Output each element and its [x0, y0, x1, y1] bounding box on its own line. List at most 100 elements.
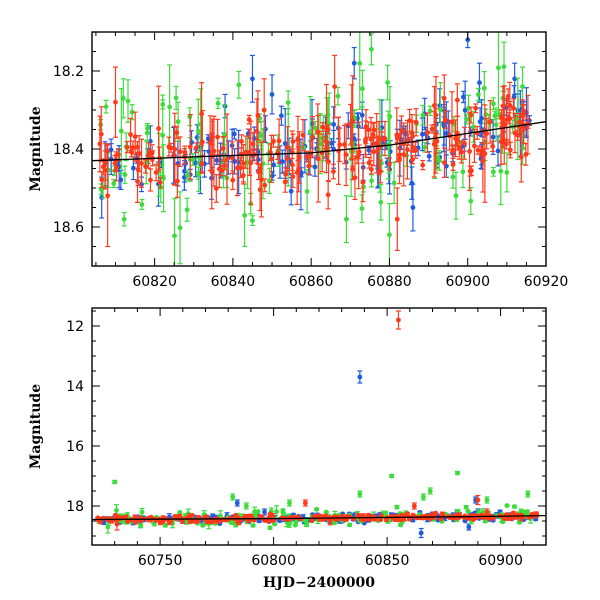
data-point — [504, 170, 510, 175]
data-point — [256, 518, 262, 524]
data-point — [520, 108, 526, 114]
data-point — [160, 102, 166, 107]
data-point — [501, 64, 507, 70]
data-point — [269, 156, 274, 162]
data-point — [437, 107, 443, 113]
data-point — [394, 216, 400, 222]
data-point — [490, 143, 496, 149]
data-point — [156, 126, 162, 131]
data-point — [410, 205, 416, 210]
data-point — [271, 138, 276, 144]
data-point — [276, 138, 282, 144]
data-point — [265, 518, 271, 524]
data-point — [332, 84, 338, 89]
data-point — [130, 165, 136, 171]
data-point — [397, 152, 402, 158]
data-point — [498, 168, 504, 174]
data-point — [399, 128, 404, 134]
data-point — [450, 174, 456, 180]
data-point — [483, 112, 489, 117]
data-point — [129, 109, 135, 115]
data-point — [242, 212, 248, 218]
data-point — [113, 99, 118, 105]
plot-area — [92, 32, 546, 266]
data-point — [409, 130, 415, 136]
y-tick-label: 18.4 — [53, 142, 84, 158]
data-point — [250, 218, 255, 224]
data-point — [187, 144, 193, 150]
data-point — [296, 155, 302, 160]
data-point — [172, 233, 177, 239]
data-point — [256, 169, 262, 175]
data-point — [396, 317, 401, 323]
y-tick-label: 16 — [66, 439, 84, 455]
data-point — [472, 143, 477, 149]
data-point — [243, 149, 249, 155]
data-point — [222, 163, 227, 169]
data-point — [511, 94, 517, 100]
data-point — [477, 80, 482, 86]
data-point — [450, 161, 456, 167]
data-point — [196, 517, 202, 523]
data-point — [296, 166, 301, 172]
data-point — [467, 149, 472, 154]
data-point — [387, 161, 392, 167]
bottom-panel: 60750 60800 60850 60900 12 14 16 18 Magnitude HJD… — [28, 307, 547, 591]
data-point — [187, 514, 193, 520]
data-point — [325, 126, 331, 132]
top-panel: 60820 60840 60860 60880 60900 60920 18.2 18.4 18… — [28, 31, 568, 290]
data-point — [473, 105, 479, 111]
data-point — [285, 145, 290, 150]
data-point — [247, 149, 252, 155]
data-point — [455, 470, 460, 476]
data-point — [258, 133, 264, 138]
data-point — [229, 155, 235, 161]
data-point — [515, 514, 521, 520]
data-point — [463, 504, 469, 510]
data-point — [436, 158, 442, 163]
data-point — [368, 46, 374, 52]
data-point — [484, 509, 490, 515]
data-point — [490, 169, 496, 175]
data-point — [139, 202, 145, 207]
data-point — [482, 151, 488, 157]
data-point — [174, 130, 180, 136]
data-point — [343, 216, 349, 222]
data-point — [310, 134, 316, 140]
x-tick-label: 60840 — [211, 274, 256, 290]
data-point — [209, 137, 215, 143]
data-point — [385, 80, 390, 85]
data-point — [281, 511, 286, 517]
data-point — [177, 513, 183, 519]
data-point — [172, 514, 178, 519]
data-point — [312, 125, 318, 131]
data-point — [413, 147, 419, 153]
data-point — [302, 500, 308, 506]
data-point — [250, 141, 256, 147]
data-point — [366, 147, 372, 153]
data-point — [138, 523, 144, 529]
y-tick-label: 18 — [66, 499, 84, 515]
data-point — [434, 138, 440, 144]
data-point — [143, 164, 148, 169]
data-point — [458, 149, 464, 155]
data-point — [371, 127, 377, 133]
x-tick-label: 60820 — [132, 274, 177, 290]
data-point — [278, 113, 284, 119]
data-point — [360, 86, 365, 92]
data-point — [320, 124, 326, 130]
data-point — [427, 108, 433, 114]
data-point — [236, 82, 242, 88]
data-point — [135, 144, 140, 150]
data-point — [323, 146, 329, 152]
y-tick-label: 12 — [66, 319, 84, 335]
data-point — [224, 156, 230, 162]
data-point — [453, 193, 459, 199]
data-point — [195, 128, 201, 134]
data-point — [220, 145, 226, 151]
data-point — [323, 509, 329, 515]
data-point — [371, 514, 377, 520]
data-point — [103, 104, 109, 110]
y-tick-label: 18.6 — [53, 220, 84, 236]
